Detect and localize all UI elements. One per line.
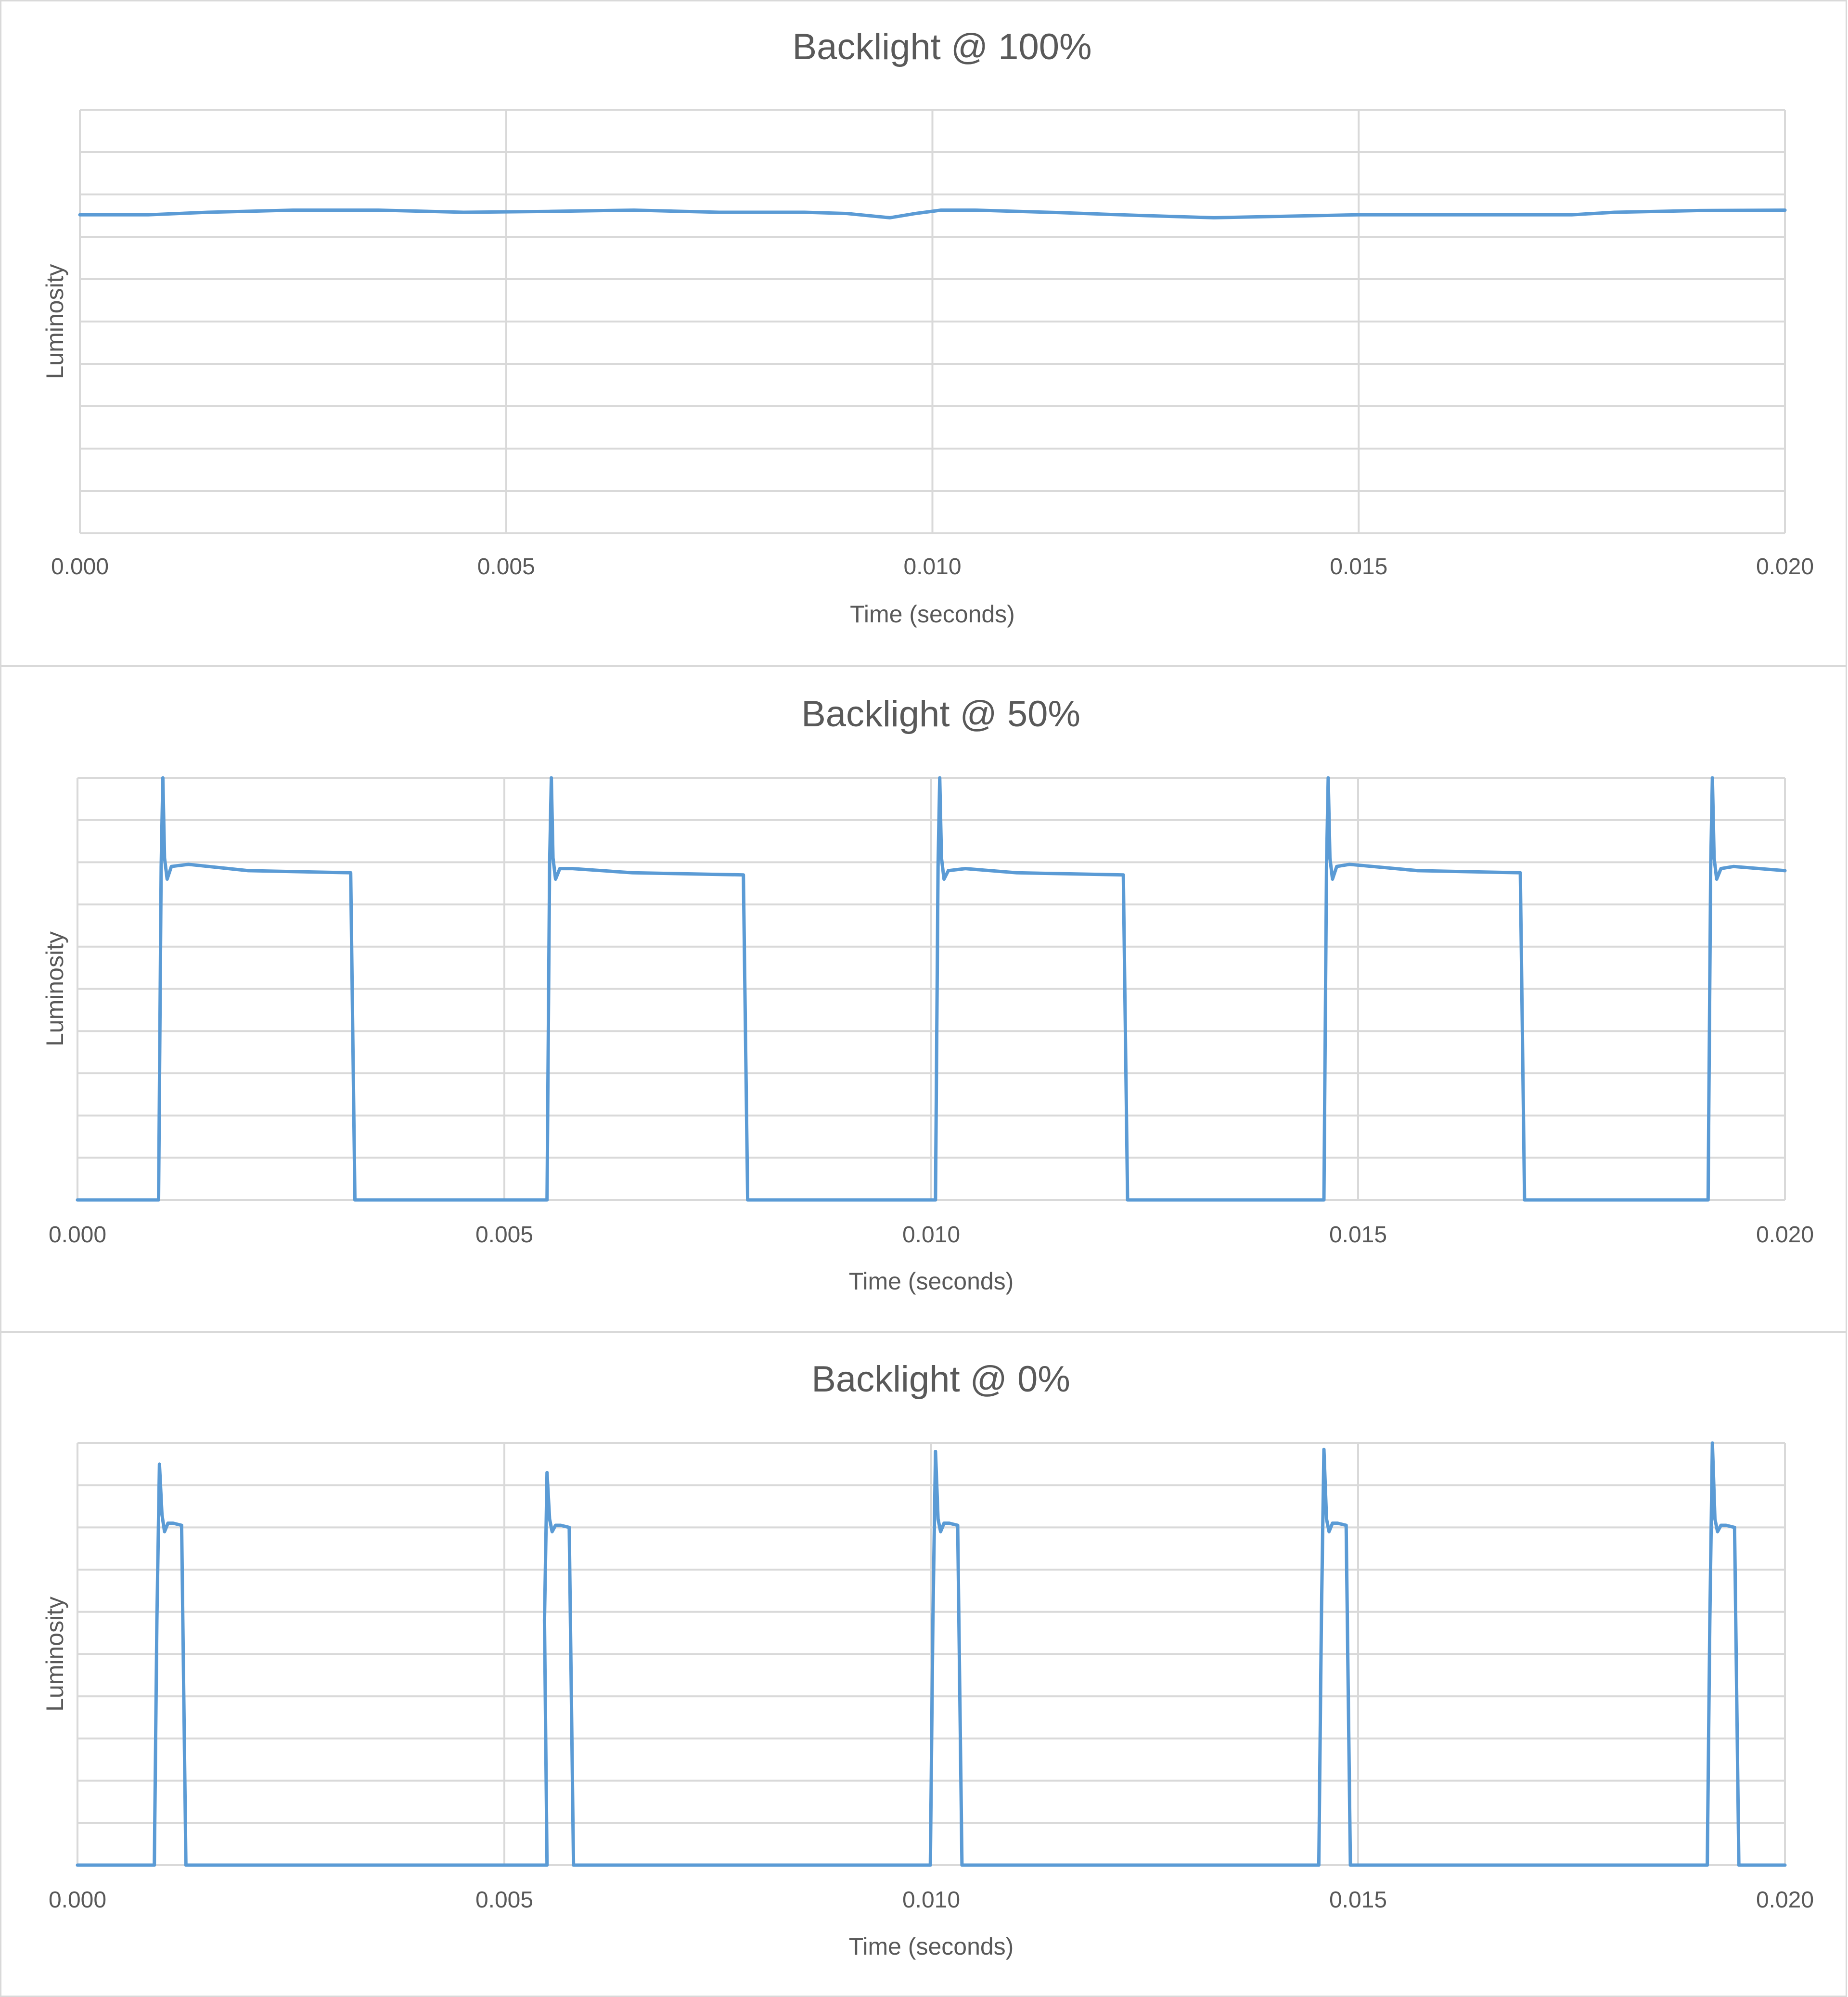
- chart-panel-backlight-0: 0.000 0.005 0.010 0.015 0.020 Backlight @ 0%…: [0, 1331, 1847, 1997]
- x-tick-label: 0.010: [902, 1222, 960, 1248]
- chart-panel-backlight-50: 0.000 0.005 0.010 0.015 0.020 Backlight @ 50…: [0, 666, 1847, 1332]
- chart-title: Backlight @ 50%: [801, 694, 1080, 734]
- x-tick-label: 0.005: [475, 1222, 533, 1248]
- x-axis-title: Time (seconds): [850, 601, 1015, 628]
- x-tick-label: 0.005: [475, 1887, 533, 1913]
- x-tick-label: 0.020: [1756, 1887, 1814, 1913]
- x-tick-label: 0.020: [1756, 554, 1814, 580]
- chart-backlight-50: 0.000 0.005 0.010 0.015 0.020 Backlight @ 50…: [41, 694, 1814, 1295]
- y-axis-title: Luminosity: [41, 1597, 68, 1712]
- x-tick-label: 0.020: [1756, 1222, 1814, 1248]
- series-line: [76, 776, 1787, 1202]
- series-line: [76, 1441, 1787, 1867]
- x-tick-label: 0.000: [51, 554, 109, 580]
- x-axis-title: Time (seconds): [849, 1933, 1014, 1960]
- y-axis-title: Luminosity: [41, 931, 68, 1046]
- chart-title: Backlight @ 0%: [811, 1359, 1070, 1400]
- x-tick-label: 0.000: [49, 1222, 106, 1248]
- y-axis-title: Luminosity: [41, 264, 68, 379]
- x-tick-label: 0.005: [477, 554, 535, 580]
- x-tick-label: 0.010: [902, 1887, 960, 1913]
- x-tick-label: 0.015: [1330, 554, 1387, 580]
- chart-title: Backlight @ 100%: [792, 26, 1091, 67]
- x-tick-label: 0.010: [903, 554, 961, 580]
- x-tick-label: 0.015: [1329, 1887, 1387, 1913]
- x-axis-title: Time (seconds): [849, 1268, 1014, 1295]
- chart-backlight-0: 0.000 0.005 0.010 0.015 0.020 Backlight @ 0%…: [41, 1359, 1814, 1960]
- x-tick-label: 0.015: [1329, 1222, 1387, 1248]
- chart-panel-backlight-100: 0.000 0.005 0.010 0.015 0.020 Backlight @ 10…: [0, 0, 1847, 667]
- chart-backlight-100: 0.000 0.005 0.010 0.015 0.020 Backlight @ 10…: [41, 26, 1814, 628]
- x-tick-label: 0.000: [49, 1887, 106, 1913]
- series-line: [78, 208, 1787, 219]
